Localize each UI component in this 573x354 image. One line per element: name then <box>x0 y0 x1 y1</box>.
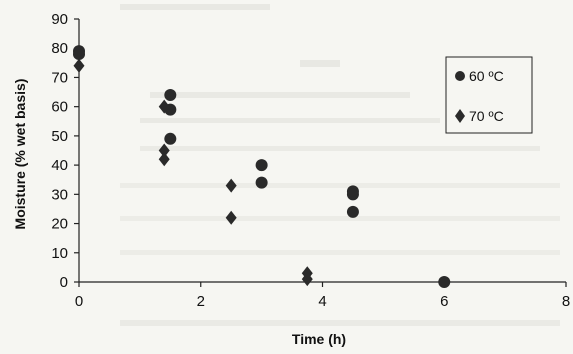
x-tick-label: 6 <box>440 293 448 310</box>
y-tick-label: 80 <box>51 40 68 57</box>
y-axis-title: Moisture (% wet basis) <box>12 79 28 230</box>
data-point-series-2 <box>225 210 237 225</box>
y-tick-label: 70 <box>51 69 68 86</box>
y-tick-label: 20 <box>51 216 68 233</box>
x-tick-label: 8 <box>562 293 570 310</box>
y-tick-label: 90 <box>51 11 68 28</box>
data-point-series-1 <box>438 276 451 288</box>
data-point-series-1 <box>164 132 177 145</box>
y-tick-label: 40 <box>51 157 68 174</box>
legend-marker-diamond <box>455 109 465 123</box>
x-tick-label: 0 <box>75 293 83 310</box>
legend-marker-circle <box>455 71 465 81</box>
data-point-series-1 <box>255 159 268 172</box>
data-point-series-2 <box>158 99 170 114</box>
y-tick-label: 0 <box>60 274 68 291</box>
data-point-series-2 <box>158 152 170 167</box>
data-point-series-1 <box>346 188 359 201</box>
x-tick-label: 4 <box>318 293 326 310</box>
y-tick-label: 50 <box>51 128 68 145</box>
data-point-series-1 <box>255 176 268 189</box>
data-point-series-1 <box>164 88 177 101</box>
data-point-series-1 <box>73 48 85 61</box>
y-tick-label: 30 <box>51 186 68 203</box>
y-tick-label: 10 <box>51 245 68 262</box>
background-ghost-marks <box>120 4 560 326</box>
data-point-series-2 <box>225 178 237 193</box>
legend: 60 ºC 70 ºC <box>445 56 533 134</box>
x-axis-ticks: 0 2 4 6 8 <box>75 282 570 310</box>
data-point-series-2 <box>158 143 170 158</box>
data-point-series-2 <box>73 58 85 73</box>
data-points <box>73 45 451 288</box>
legend-label-series-2: 70 ºC <box>469 108 504 124</box>
legend-label-series-1: 60 ºC <box>469 68 504 84</box>
y-tick-label: 60 <box>51 99 68 116</box>
x-tick-label: 2 <box>197 293 205 310</box>
data-point-series-2 <box>301 272 313 287</box>
data-point-series-1 <box>346 205 359 218</box>
x-axis-title: Time (h) <box>292 331 346 347</box>
